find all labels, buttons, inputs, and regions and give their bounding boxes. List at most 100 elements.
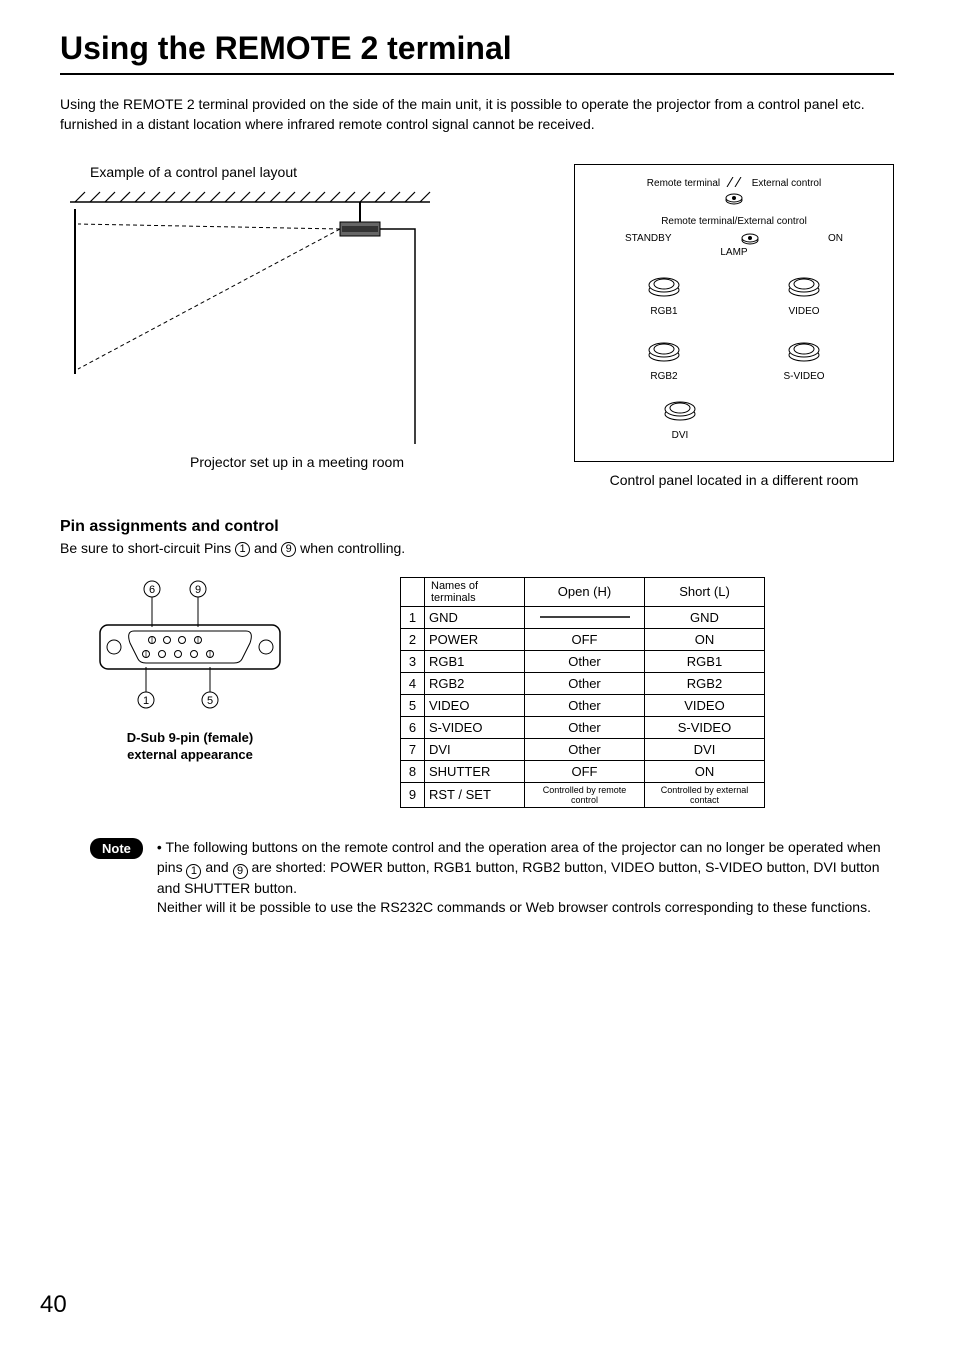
cell-open: OFF <box>525 628 645 650</box>
pin-row: 6 9 1 5 D-Su <box>60 577 894 808</box>
note-badge: Note <box>90 838 143 859</box>
cell-num: 7 <box>401 738 425 760</box>
cp-button-svideo: S-VIDEO <box>764 337 844 382</box>
cp-top-left-label: Remote terminal <box>647 178 720 189</box>
dsub9-connector-icon: 6 9 1 5 <box>90 577 290 717</box>
connector-block: 6 9 1 5 D-Su <box>60 577 320 764</box>
cp-button-video: VIDEO <box>764 272 844 317</box>
cell-open: Other <box>525 716 645 738</box>
figures-row: Example of a control panel layout <box>60 164 894 488</box>
svg-text:9: 9 <box>195 584 201 596</box>
cell-open: Other <box>525 738 645 760</box>
standby-label: STANDBY <box>625 233 672 244</box>
cell-name: S-VIDEO <box>425 716 525 738</box>
cell-name: RGB2 <box>425 672 525 694</box>
meeting-room-figure: Example of a control panel layout <box>60 164 534 488</box>
cell-short: DVI <box>645 738 765 760</box>
cell-name: RGB1 <box>425 650 525 672</box>
cell-num: 9 <box>401 782 425 807</box>
on-label: ON <box>828 233 843 244</box>
slash-divider-icon <box>723 177 749 187</box>
cp-button-grid: RGB1 VIDEO RGB2 S-VIDEO <box>595 272 873 382</box>
switch-jack-icon <box>740 231 760 245</box>
note-text-2: and <box>201 859 232 875</box>
cp-top-right-label: External control <box>752 178 821 189</box>
lamp-label: LAMP <box>595 247 873 258</box>
cell-open: Controlled by remote control <box>525 782 645 807</box>
note-text-3: are shorted: POWER button, RGB1 button, … <box>157 859 880 896</box>
note-row: Note • The following buttons on the remo… <box>60 838 894 918</box>
table-row: 4RGB2OtherRGB2 <box>401 672 765 694</box>
cell-name: VIDEO <box>425 694 525 716</box>
pin-sub-mid: and <box>250 540 281 556</box>
cell-name: POWER <box>425 628 525 650</box>
table-row: 3RGB1OtherRGB1 <box>401 650 765 672</box>
example-caption: Example of a control panel layout <box>90 164 534 180</box>
connector-caption: D-Sub 9-pin (female) external appearance <box>60 730 320 764</box>
cell-short: VIDEO <box>645 694 765 716</box>
cell-open: Other <box>525 694 645 716</box>
cp-top-labels: Remote terminal External control <box>595 177 873 189</box>
cell-num: 2 <box>401 628 425 650</box>
cp-button-rgb1: RGB1 <box>624 272 704 317</box>
pushbutton-icon <box>647 337 681 363</box>
cell-short: ON <box>645 760 765 782</box>
svg-text:6: 6 <box>149 584 155 596</box>
cell-short: RGB1 <box>645 650 765 672</box>
cell-short: GND <box>645 606 765 628</box>
svg-text:1: 1 <box>143 695 149 707</box>
control-panel-figure: Remote terminal External control Remote … <box>574 164 894 488</box>
projector-caption: Projector set up in a meeting room <box>60 454 534 470</box>
cell-num: 5 <box>401 694 425 716</box>
cp-switch-row: STANDBY ON <box>595 231 873 245</box>
cell-name: SHUTTER <box>425 760 525 782</box>
cell-short: ON <box>645 628 765 650</box>
cell-short: S-VIDEO <box>645 716 765 738</box>
cell-open <box>525 606 645 628</box>
cell-short: Controlled by external contact <box>645 782 765 807</box>
cell-num: 4 <box>401 672 425 694</box>
table-row: 9RST / SETControlled by remote controlCo… <box>401 782 765 807</box>
cell-open: OFF <box>525 760 645 782</box>
pin-sub-pre: Be sure to short-circuit Pins <box>60 540 235 556</box>
cp-button-label: RGB1 <box>624 306 704 317</box>
connector-caption-l2: external appearance <box>127 747 253 762</box>
intro-paragraph: Using the REMOTE 2 terminal provided on … <box>60 95 894 134</box>
jack-icon <box>595 191 873 210</box>
pin-table: Names of terminals Open (H) Short (L) 1G… <box>400 577 765 808</box>
th-open: Open (H) <box>525 577 645 606</box>
circled-9-icon: 9 <box>281 542 296 557</box>
note-bullet: • <box>157 839 162 855</box>
cp-button-single-row: DVI <box>595 396 873 441</box>
page-title: Using the REMOTE 2 terminal <box>60 30 894 75</box>
circled-1-icon: 1 <box>235 542 250 557</box>
cell-name: RST / SET <box>425 782 525 807</box>
cell-num: 1 <box>401 606 425 628</box>
cell-open: Other <box>525 672 645 694</box>
th-names: Names of terminals <box>425 577 525 606</box>
cell-num: 8 <box>401 760 425 782</box>
cell-open: Other <box>525 650 645 672</box>
cp-button-label: RGB2 <box>624 371 704 382</box>
room-diagram <box>60 184 440 444</box>
table-row: 7DVIOtherDVI <box>401 738 765 760</box>
cell-num: 3 <box>401 650 425 672</box>
cp-button-label: DVI <box>640 430 720 441</box>
pushbutton-icon <box>787 272 821 298</box>
control-panel-caption: Control panel located in a different roo… <box>574 472 894 488</box>
pin-sub-post: when controlling. <box>296 540 405 556</box>
table-row: 5VIDEOOtherVIDEO <box>401 694 765 716</box>
svg-text:5: 5 <box>207 695 213 707</box>
note-text: • The following buttons on the remote co… <box>157 838 894 918</box>
cell-name: GND <box>425 606 525 628</box>
pushbutton-icon <box>787 337 821 363</box>
th-blank <box>401 577 425 606</box>
circled-9-icon: 9 <box>233 864 248 879</box>
cell-name: DVI <box>425 738 525 760</box>
control-panel-box: Remote terminal External control Remote … <box>574 164 894 462</box>
page-number: 40 <box>40 1291 67 1319</box>
table-header-row: Names of terminals Open (H) Short (L) <box>401 577 765 606</box>
pushbutton-icon <box>647 272 681 298</box>
pushbutton-icon <box>663 396 697 422</box>
table-row: 6S-VIDEOOtherS-VIDEO <box>401 716 765 738</box>
